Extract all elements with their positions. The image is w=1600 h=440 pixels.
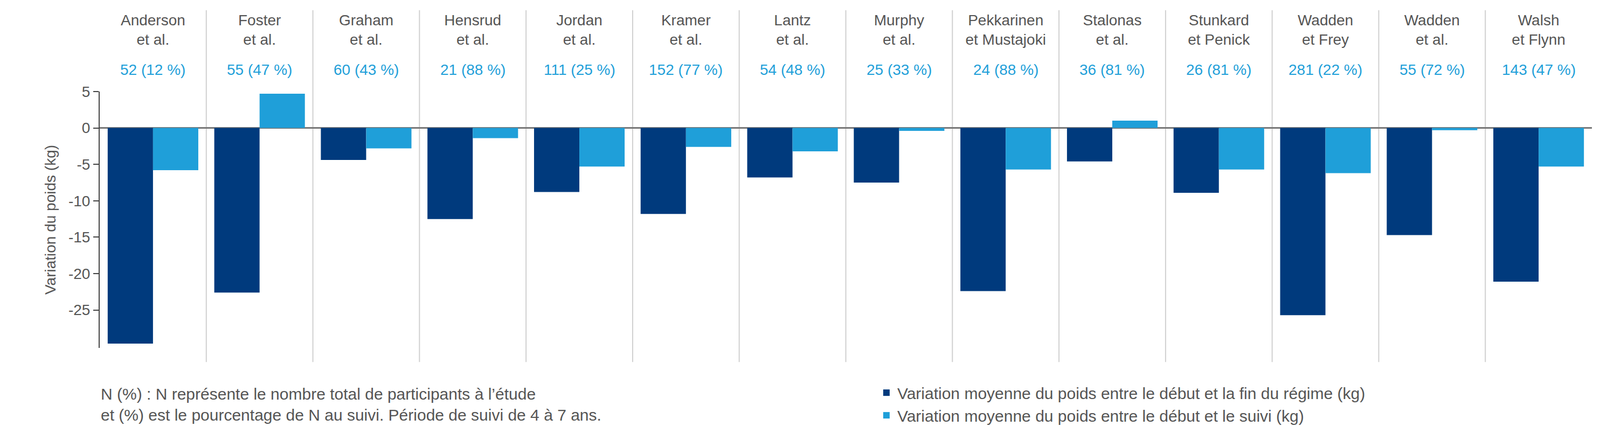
svg-text:Fosteret al.: Fosteret al. xyxy=(238,11,281,48)
svg-text:-20: -20 xyxy=(68,265,90,283)
svg-text:-15: -15 xyxy=(68,229,90,246)
svg-text:55 (47 %): 55 (47 %) xyxy=(226,61,293,79)
svg-text:Lantzet al.: Lantzet al. xyxy=(773,11,812,48)
svg-text:Stunkardet Penick: Stunkardet Penick xyxy=(1187,11,1251,48)
svg-text:-5: -5 xyxy=(76,156,90,173)
svg-text:36 (81 %): 36 (81 %) xyxy=(1079,61,1145,79)
svg-text:52 (12 %): 52 (12 %) xyxy=(120,61,186,79)
svg-text:55 (72 %): 55 (72 %) xyxy=(1399,61,1465,79)
svg-text:N (%) : N représente le nombre: N (%) : N représente le nombre total de … xyxy=(100,385,602,425)
svg-text:111 (25 %): 111 (25 %) xyxy=(543,61,616,79)
svg-text:281 (22 %): 281 (22 %) xyxy=(1288,61,1363,79)
svg-text:Waddenet Frey: Waddenet Frey xyxy=(1297,11,1354,48)
svg-text:143 (47 %): 143 (47 %) xyxy=(1501,61,1576,79)
svg-text:-25: -25 xyxy=(68,301,90,319)
svg-text:60 (43 %): 60 (43 %) xyxy=(333,61,399,79)
svg-text:Murphyet al.: Murphyet al. xyxy=(874,11,925,48)
svg-text:26 (81 %): 26 (81 %) xyxy=(1186,61,1252,79)
svg-text:Andersonet al.: Andersonet al. xyxy=(120,11,186,48)
svg-text:Variation moyenne du poids ent: Variation moyenne du poids entre le débu… xyxy=(897,384,1366,403)
svg-text:5: 5 xyxy=(81,83,91,101)
svg-text:Stalonaset al.: Stalonaset al. xyxy=(1082,11,1142,48)
svg-text:Hensrudet al.: Hensrudet al. xyxy=(444,11,502,48)
svg-text:152 (77 %): 152 (77 %) xyxy=(648,61,723,79)
svg-text:Pekkarinenet Mustajoki: Pekkarinenet Mustajoki xyxy=(965,11,1046,48)
svg-text:-10: -10 xyxy=(68,192,90,210)
svg-text:Walshet Flynn: Walshet Flynn xyxy=(1511,11,1566,48)
svg-text:Krameret al.: Krameret al. xyxy=(661,11,711,48)
svg-text:21 (88 %): 21 (88 %) xyxy=(440,61,506,79)
svg-text:Variation du poids (kg): Variation du poids (kg) xyxy=(42,144,59,295)
svg-text:Variation moyenne du poids ent: Variation moyenne du poids entre le débu… xyxy=(897,407,1305,426)
svg-text:Jordanet al.: Jordanet al. xyxy=(556,11,603,48)
svg-text:Grahamet al.: Grahamet al. xyxy=(338,11,394,48)
svg-text:Waddenet al.: Waddenet al. xyxy=(1404,11,1460,48)
svg-text:24 (88 %): 24 (88 %) xyxy=(973,61,1039,79)
svg-text:0: 0 xyxy=(81,119,91,137)
svg-text:25 (33 %): 25 (33 %) xyxy=(866,61,932,79)
svg-text:54 (48 %): 54 (48 %) xyxy=(759,61,826,79)
